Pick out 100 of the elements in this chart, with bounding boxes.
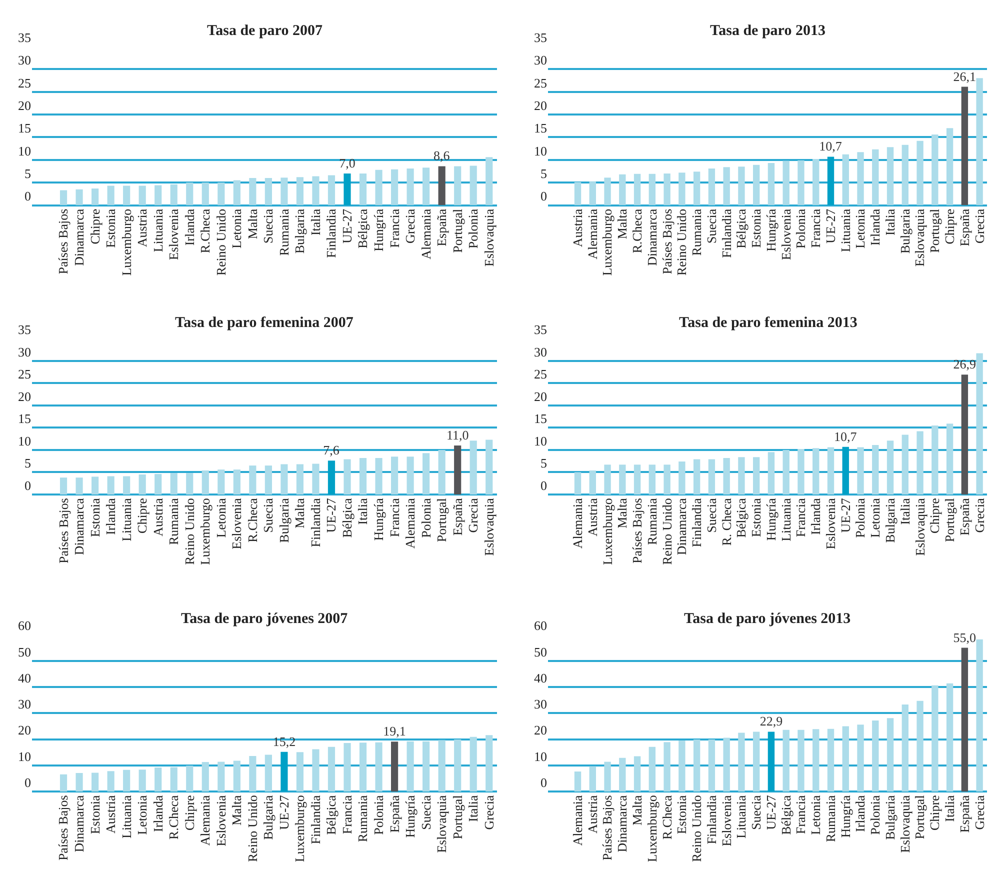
x-tick-label: Lituania	[734, 794, 749, 839]
x-tick-label: Lituania	[118, 794, 134, 839]
x-tick-label: Italia	[355, 498, 370, 525]
x-tick-label: Austria	[103, 794, 118, 834]
y-tick-label: 15	[18, 411, 31, 426]
y-tick-label: 25	[18, 366, 31, 382]
chart-title: Tasa de paro femenina 2007	[175, 315, 354, 331]
x-tick-label: Dinamarca	[614, 794, 630, 852]
x-tick-label: Luxemburgo	[600, 498, 615, 566]
x-tick-label: Finlandia	[324, 208, 339, 258]
y-tick-label: 15	[534, 120, 547, 136]
y-tick-label: 5	[540, 456, 547, 471]
x-tick-label: Portugal	[942, 498, 958, 542]
y-tick-label: 30	[18, 696, 31, 712]
x-tick-label: Luxemburgo	[600, 208, 615, 276]
y-tick-label: 60	[534, 618, 547, 634]
x-tick-label: Hungría	[763, 208, 778, 252]
x-tick-label: Polonia	[793, 208, 808, 249]
chart-title: Tasa de paro femenina 2013	[679, 315, 858, 331]
x-tick-label: Malta	[630, 794, 645, 826]
x-tick-label: Lituania	[150, 208, 166, 252]
x-tick-label: Portugal	[912, 794, 928, 840]
x-tick-label: Rumania	[822, 794, 838, 842]
x-tick-label: Estonia	[748, 498, 764, 538]
chart-title: Tasa de paro jóvenes 2013	[684, 611, 851, 627]
x-tick-label: Austria	[570, 208, 585, 248]
y-tick-label: 50	[18, 644, 31, 660]
x-tick-label: Finlandia	[308, 498, 323, 548]
x-tick-label: Bulgaria	[882, 498, 898, 543]
x-tick-label: Chipre	[927, 498, 942, 534]
y-tick-label: 10	[18, 748, 31, 764]
y-tick-label: 0	[24, 775, 31, 790]
x-tick-label: Países Bajos	[600, 795, 615, 861]
x-tick-label: Eslovaquia	[912, 208, 928, 267]
y-tick-label: 10	[18, 143, 31, 158]
x-tick-label: Eslovenia	[213, 794, 228, 846]
x-tick-label: Letonia	[134, 794, 150, 835]
x-tick-label: Reino Unido	[213, 208, 228, 276]
x-tick-label: España	[450, 498, 465, 536]
x-tick-label: Dinamarca	[644, 208, 660, 266]
data-label: 10,7	[834, 428, 858, 444]
x-tick-label: Italia	[942, 794, 958, 822]
x-tick-label: UE-27	[763, 794, 778, 830]
y-tick-label: 15	[534, 411, 547, 426]
x-tick-label: Suecia	[748, 794, 764, 830]
x-tick-label: Francia	[808, 208, 824, 248]
x-tick-label: Bélgica	[324, 794, 339, 835]
x-tick-label: Portugal	[450, 208, 465, 253]
x-tick-label: Estonia	[103, 208, 118, 248]
chart-title: Tasa de paro 2013	[710, 23, 826, 39]
chart-title: Tasa de paro jóvenes 2007	[181, 611, 348, 627]
x-tick-label: Eslovenia	[229, 498, 244, 550]
x-tick-label: Irlanda	[808, 498, 824, 535]
x-tick-label: Hungría	[402, 794, 418, 838]
y-tick-label: 0	[24, 188, 31, 204]
x-tick-label: UE-27	[276, 794, 292, 830]
x-tick-label: Países Bajos	[56, 498, 71, 564]
x-tick-label: Eslovenia	[822, 498, 838, 550]
x-tick-label: Bélgica	[339, 498, 354, 538]
x-tick-label: Rumania	[689, 208, 704, 256]
x-tick-label: Malta	[229, 794, 244, 826]
x-tick-label: Países Bajos	[630, 498, 645, 564]
x-tick-label: Estonia	[87, 794, 102, 834]
y-tick-label: 25	[534, 366, 547, 382]
y-tick-label: 0	[540, 775, 547, 790]
x-tick-label: Polonia	[418, 498, 434, 538]
x-tick-label: Alemania	[402, 498, 418, 549]
x-tick-label: Letonia	[852, 208, 868, 249]
y-tick-label: 15	[18, 120, 31, 136]
x-tick-label: Bélgica	[778, 794, 794, 835]
x-tick-label: Bélgica	[734, 208, 749, 249]
x-tick-label: Hungría	[371, 208, 386, 252]
x-tick-label: España	[386, 794, 402, 833]
x-tick-label: Chipre	[134, 498, 150, 534]
data-label: 10,7	[819, 138, 842, 154]
x-tick-label: Dinamarca	[72, 794, 87, 852]
x-tick-label: Irlanda	[103, 498, 118, 535]
x-tick-label: Grecia	[402, 208, 418, 244]
x-tick-label: Eslovaquia	[434, 794, 450, 853]
x-tick-label: Chipre	[87, 208, 102, 244]
x-tick-label: Luxemburgo	[198, 498, 213, 566]
x-tick-label: Alemania	[198, 794, 213, 846]
x-tick-label: R.Checa	[659, 794, 674, 840]
y-tick-label: 0	[540, 478, 547, 493]
x-tick-label: Grecia	[466, 498, 481, 533]
x-tick-label: Finlandia	[704, 794, 719, 844]
x-tick-label: Rumania	[166, 498, 182, 546]
x-tick-label: Alemania	[584, 208, 600, 260]
y-tick-label: 40	[534, 670, 547, 686]
x-tick-label: Bulgaria	[260, 794, 276, 840]
y-tick-label: 10	[534, 748, 547, 764]
x-tick-label: Bélgica	[355, 208, 370, 249]
x-tick-label: R.Checa	[630, 208, 645, 254]
x-tick-label: Malta	[614, 498, 630, 528]
x-tick-label: Alemania	[418, 208, 434, 260]
x-tick-label: Letonia	[808, 794, 824, 835]
x-tick-label: Irlanda	[852, 794, 868, 832]
x-tick-label: Malta	[292, 498, 308, 528]
x-tick-label: Lituania	[118, 498, 134, 542]
x-tick-label: Polonia	[852, 498, 868, 538]
